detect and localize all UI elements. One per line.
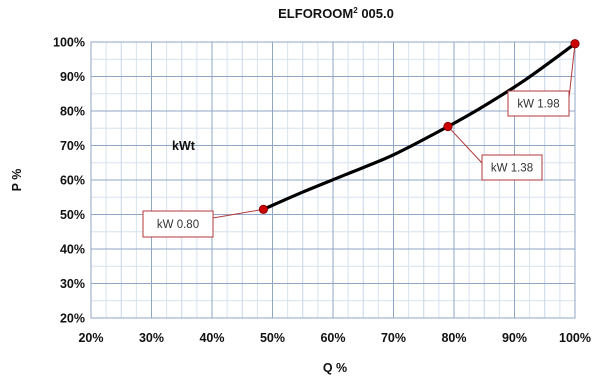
y-tick-label: 90% [60,70,85,84]
series-line [261,42,577,211]
x-tick-label: 100% [559,331,591,345]
x-tick-label: 50% [260,331,285,345]
x-axis-label: Q % [323,361,347,375]
chart-annotation: kWt [172,139,196,153]
y-tick-label: 40% [60,243,85,257]
callout-label: kW 1.98 [517,99,559,111]
x-tick-label: 70% [381,331,406,345]
callout-box [142,210,214,238]
series-layer [261,42,577,211]
x-axis-ticks: 20% 30% 40% 50% 60% 70% 80% 90% 100% [78,331,591,345]
callout-label: kW 1.38 [491,163,533,175]
callout-box [507,90,570,117]
y-tick-label: 60% [60,174,85,188]
callout-box [481,154,543,181]
x-tick-label: 90% [502,331,527,345]
y-tick-label: 100% [53,36,85,50]
data-point [258,204,269,214]
x-tick-label: 20% [78,331,103,345]
y-tick-label: 80% [60,105,85,119]
y-tick-label: 30% [60,277,85,291]
data-point [443,121,453,132]
y-tick-label: 50% [60,208,85,222]
callout-leader [568,43,576,99]
x-tick-label: 40% [199,331,224,345]
callout-label: kW 0.80 [157,219,199,231]
y-axis-ticks: 20% 30% 40% 50% 60% 70% 80% 90% 100% [53,36,85,326]
chart-title: ELFOROOM2 005.0 [278,6,394,21]
y-axis-label: P % [10,169,24,192]
point-layer [258,39,580,214]
x-tick-label: 80% [441,331,466,345]
data-point [570,39,580,49]
y-tick-label: 70% [60,139,85,153]
callout-leader [447,126,483,164]
y-tick-label: 20% [60,312,85,326]
x-tick-label: 60% [320,331,345,345]
callout-layer: kW 0.80 kW 1.38 kW 1.98 [142,43,576,238]
callout-leader [212,208,264,219]
x-tick-label: 30% [139,331,164,345]
